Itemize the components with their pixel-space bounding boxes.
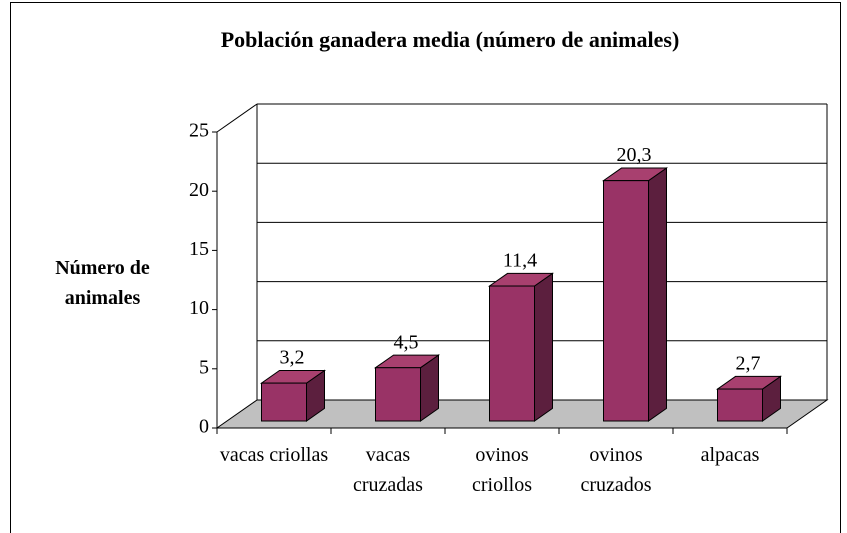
y-tick-label: 5 — [199, 356, 209, 378]
y-tick-label: 0 — [199, 416, 209, 438]
x-tick-label: ovinos cruzados — [580, 444, 652, 496]
y-tick-label: 15 — [189, 238, 209, 260]
y-tick-label: 10 — [189, 297, 209, 319]
value-label: 11,4 — [503, 250, 537, 272]
x-tick-label: vacas criollas — [219, 444, 329, 466]
x-tick-label: ovinos criollos — [472, 444, 532, 496]
bar — [375, 367, 421, 422]
bar — [717, 388, 763, 422]
bar-side — [648, 167, 667, 422]
chart-frame — [10, 2, 841, 533]
x-tick-label: alpacas — [700, 444, 760, 466]
y-axis-label: Número de animales — [55, 257, 150, 309]
bar — [261, 382, 307, 422]
bar — [603, 180, 649, 422]
bar-side — [534, 272, 553, 422]
y-tick-label: 20 — [189, 179, 209, 201]
value-label: 2,7 — [736, 353, 761, 375]
chart-title: Población ganadera media (número de anim… — [221, 27, 680, 52]
wall-edge — [216, 103, 258, 133]
y-tick-label: 25 — [189, 120, 209, 142]
value-label: 3,2 — [280, 347, 305, 369]
bar — [489, 285, 535, 422]
x-tick-label: vacas cruzadas — [353, 444, 423, 496]
value-label: 20,3 — [617, 144, 652, 166]
value-label: 4,5 — [394, 331, 419, 353]
